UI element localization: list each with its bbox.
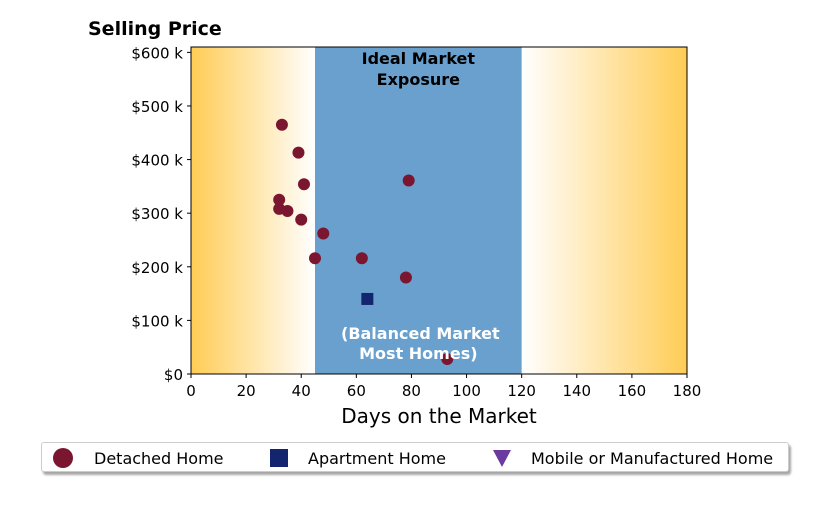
point-0-11 bbox=[399, 271, 412, 284]
point-0-6 bbox=[295, 213, 308, 226]
y-tick-label-6: $600 k bbox=[131, 44, 183, 62]
legend-square-icon bbox=[268, 447, 290, 469]
x-tick-label-9: 180 bbox=[673, 382, 702, 400]
point-0-10 bbox=[402, 174, 415, 187]
point-0-2 bbox=[297, 178, 310, 191]
point-0-5 bbox=[281, 205, 294, 218]
x-tick-label-3: 60 bbox=[347, 382, 366, 400]
legend-item-detached: Detached Home bbox=[52, 443, 224, 473]
legend-label-mobile: Mobile or Manufactured Home bbox=[531, 448, 774, 468]
point-0-9 bbox=[355, 252, 368, 265]
y-tick-label-4: $400 k bbox=[131, 152, 183, 170]
band-label-line1: Ideal Market bbox=[362, 49, 476, 68]
legend-item-apartment: Apartment Home bbox=[268, 443, 446, 473]
point-0-0 bbox=[275, 118, 288, 131]
legend: Detached Home Apartment Home Mobile or M… bbox=[41, 442, 789, 472]
x-tick-label-7: 140 bbox=[562, 382, 591, 400]
axes-layer: 0 20 40 60 80 100 120 140 160 180 $0 $100 k $200 k $3… bbox=[131, 44, 701, 400]
plot-frame bbox=[190, 46, 688, 375]
band-bottom-line1: (Balanced Market bbox=[341, 324, 500, 343]
chart-title: Selling Price bbox=[88, 18, 222, 40]
point-0-12 bbox=[441, 352, 454, 365]
point-1-0 bbox=[361, 292, 374, 305]
x-tick-label-4: 80 bbox=[402, 382, 421, 400]
band-bottom-line2: Most Homes) bbox=[359, 344, 477, 363]
x-tick-label-1: 20 bbox=[237, 382, 256, 400]
y-tick-label-1: $100 k bbox=[131, 312, 183, 330]
x-tick-label-0: 0 bbox=[186, 382, 196, 400]
band-label-line2: Exposure bbox=[377, 70, 461, 89]
legend-label-detached: Detached Home bbox=[94, 448, 224, 468]
y-tick-label-5: $500 k bbox=[131, 98, 183, 116]
x-tick-label-2: 40 bbox=[292, 382, 311, 400]
legend-triangle-down-icon bbox=[491, 447, 513, 469]
point-0-8 bbox=[309, 252, 321, 265]
legend-item-mobile: Mobile or Manufactured Home bbox=[491, 443, 773, 473]
x-axis-label: Days on the Market bbox=[341, 404, 537, 428]
x-tick-label-6: 120 bbox=[507, 382, 536, 400]
point-0-3 bbox=[273, 193, 286, 206]
point-0-7 bbox=[317, 227, 330, 240]
point-0-1 bbox=[292, 146, 305, 159]
x-tick-label-5: 100 bbox=[452, 382, 481, 400]
y-tick-label-3: $300 k bbox=[131, 205, 183, 223]
x-tick-label-8: 160 bbox=[618, 382, 647, 400]
y-tick-label-0: $0 bbox=[164, 366, 183, 384]
y-tick-label-2: $200 k bbox=[131, 259, 183, 277]
legend-circle-icon bbox=[52, 447, 74, 469]
ideal-market-band bbox=[315, 47, 522, 374]
legend-label-apartment: Apartment Home bbox=[308, 448, 446, 468]
